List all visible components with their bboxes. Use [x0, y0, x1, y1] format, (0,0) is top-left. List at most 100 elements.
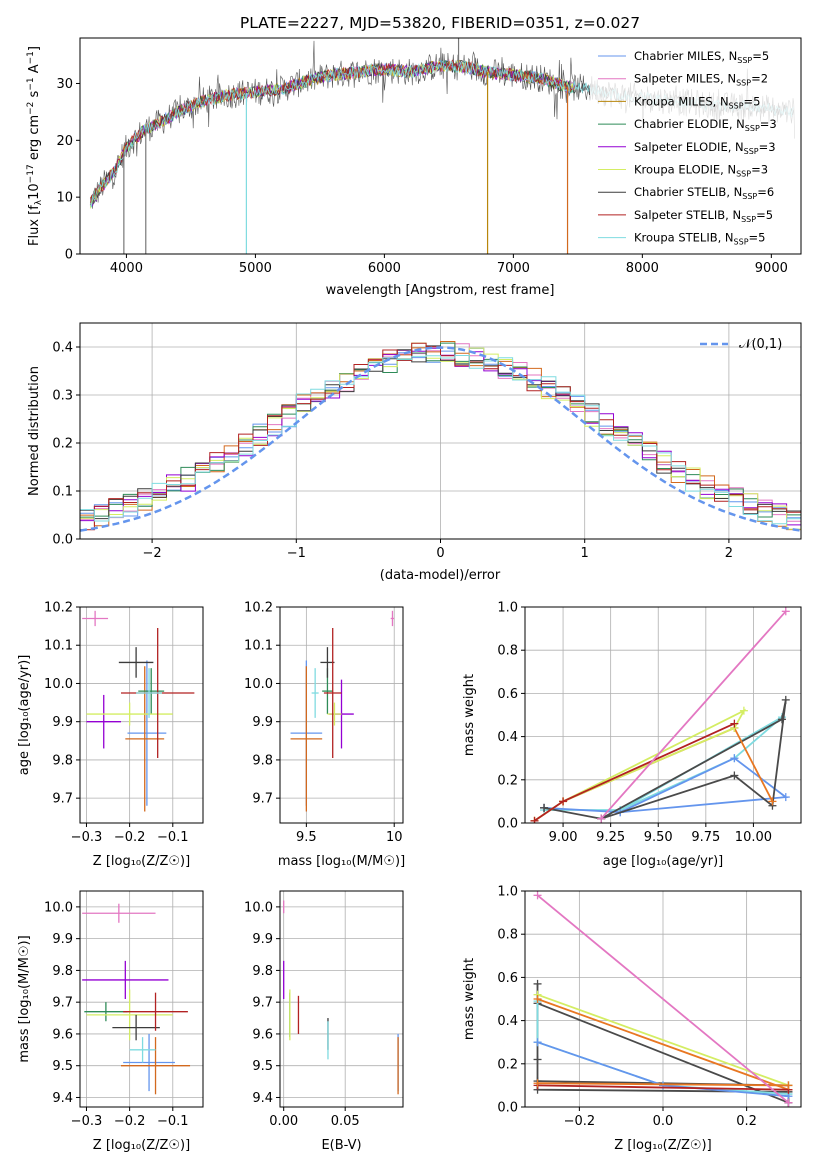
y-tick-label: 9.9	[52, 932, 73, 947]
y-tick-label: 9.9	[252, 932, 273, 947]
legend-label: Kroupa MILES, NSSP=5	[634, 94, 760, 110]
x-tick-label: 4000	[110, 261, 143, 276]
y-tick-label: 0.8	[497, 644, 518, 659]
x-tick-label: 8000	[626, 261, 659, 276]
legend-label: Salpeter STELIB, NSSP=5	[634, 208, 773, 224]
weight-line	[537, 1082, 789, 1087]
y-tick-label: 9.6	[52, 1027, 73, 1042]
x-tick-label: 9.75	[691, 830, 720, 845]
y-tick-label: 9.8	[52, 964, 73, 979]
y-tick-label: 0.4	[497, 1014, 518, 1029]
x-tick-label: −0.2	[564, 1114, 596, 1129]
x-tick-label: 10.00	[735, 830, 772, 845]
weight-line	[537, 993, 789, 1087]
x-tick-label: 10	[386, 830, 403, 845]
weight-line	[600, 610, 787, 820]
x-tick-label: −0.1	[157, 1114, 189, 1129]
y-tick-label: 9.8	[252, 753, 273, 768]
x-axis-label: Z [log₁₀(Z/Z☉)]	[614, 1138, 711, 1153]
y-tick-label: 10.2	[244, 601, 273, 616]
histogram-xlabel: (data-model)/error	[380, 568, 501, 583]
figure-title: PLATE=2227, MJD=53820, FIBERID=0351, z=0…	[240, 14, 640, 32]
age-vs-mass-panel: 9.5 10 9.7 9.8 9.9 10.0 10.1 10.2 mass [log₁₀(M/…	[244, 601, 405, 870]
legend-label: Chabrier STELIB, NSSP=6	[634, 185, 774, 201]
y-tick-label: 0.2	[497, 1057, 518, 1072]
y-tick-label: 0.2	[497, 773, 518, 788]
y-tick-label: 9.7	[252, 996, 273, 1011]
y-tick-label: 9.7	[252, 792, 273, 807]
y-tick-label: 1.0	[497, 885, 518, 900]
y-tick-label: 0.6	[497, 687, 518, 702]
weight-line	[537, 1002, 789, 1104]
y-tick-label: 9.7	[52, 996, 73, 1011]
axes-frame	[79, 606, 204, 824]
y-tick-label: 0.1	[52, 485, 73, 500]
plot-area	[290, 610, 395, 812]
y-tick-label: 0.6	[497, 971, 518, 986]
normal-legend-label: 𝒩(0,1)	[739, 337, 782, 352]
y-tick-label: 10.0	[44, 900, 73, 915]
axes-frame	[79, 890, 204, 1108]
x-tick-label: 1	[581, 546, 589, 561]
legend-label: Salpeter MILES, NSSP=2	[634, 72, 768, 88]
x-tick-label: −0.3	[71, 1114, 103, 1129]
x-tick-label: −1	[287, 546, 306, 561]
x-tick-label: 9.00	[549, 830, 578, 845]
weight-line	[543, 699, 787, 820]
y-tick-label: 9.5	[252, 1059, 273, 1074]
weight-line	[544, 716, 783, 811]
y-tick-label: 10.0	[44, 677, 73, 692]
y-tick-label: 9.6	[252, 1027, 273, 1042]
plot-area	[82, 903, 191, 1095]
y-tick-label: 0.4	[52, 341, 73, 356]
residual-histogram-panel: 𝒩(0,1) −2 −1 0 1 2 0.0 0.1 0.2 0.3 0.4 (data-mode…	[27, 322, 802, 583]
model-line-salpeter-stelib	[89, 59, 575, 205]
x-axis-label: age [log₁₀(age/yr)]	[603, 854, 724, 869]
x-tick-label: 0.05	[331, 1114, 360, 1129]
legend-label: Chabrier MILES, NSSP=5	[634, 49, 769, 65]
y-tick-label: 10	[56, 191, 73, 206]
x-axis-label: Z [log₁₀(Z/Z☉)]	[93, 1138, 190, 1153]
x-tick-label: −2	[143, 546, 162, 561]
y-axis-label: mass weight	[462, 674, 477, 756]
weight-line	[537, 1084, 789, 1091]
y-tick-label: 9.5	[52, 1059, 73, 1074]
axes-frame	[524, 606, 802, 824]
y-tick-label: 10.1	[244, 639, 273, 654]
x-tick-label: −0.1	[157, 830, 189, 845]
histogram-legend: 𝒩(0,1)	[700, 337, 782, 352]
y-tick-label: 20	[56, 134, 73, 149]
y-tick-label: 9.4	[252, 1091, 273, 1106]
x-axis-label: E(B-V)	[321, 1138, 361, 1153]
spectrum-panel: Chabrier MILES, NSSP=5 Salpeter MILES, NS…	[26, 37, 802, 298]
y-axis-label: mass [log₁₀(M/M☉)]	[17, 935, 32, 1062]
x-tick-label: −0.2	[114, 1114, 146, 1129]
y-tick-label: 0.3	[52, 389, 73, 404]
spectrum-ylabel: Flux [fλ10−17 erg cm−2 s−1 A−1]	[26, 46, 44, 246]
x-tick-label: 0.00	[269, 1114, 298, 1129]
y-tick-label: 0.2	[52, 437, 73, 452]
x-tick-label: 9.5	[296, 830, 317, 845]
y-tick-label: 0.0	[52, 533, 73, 548]
y-tick-label: 9.8	[52, 753, 73, 768]
plot-area	[530, 607, 790, 823]
x-tick-label: 9.25	[596, 830, 625, 845]
weight-vs-Z-panel: −0.2 0.0 0.2 0.0 0.2 0.4 0.6 0.8 1.0 Z [log₁₀(Z/Z…	[462, 885, 802, 1153]
x-tick-label: 0	[436, 546, 444, 561]
x-tick-label: 0.0	[653, 1114, 674, 1129]
x-tick-label: −0.2	[114, 830, 146, 845]
legend-label: Kroupa STELIB, NSSP=5	[634, 231, 765, 247]
y-tick-label: 9.7	[52, 792, 73, 807]
x-axis-label: Z [log₁₀(Z/Z☉)]	[93, 854, 190, 869]
spectrum-xlabel: wavelength [Angstrom, rest frame]	[326, 283, 555, 298]
y-axis-label: age [log₁₀(age/yr)]	[17, 655, 32, 776]
y-tick-label: 1.0	[497, 601, 518, 616]
x-tick-label: 5000	[239, 261, 272, 276]
weight-line	[536, 894, 790, 1104]
y-tick-label: 10.0	[244, 900, 273, 915]
mass-vs-ebv-panel: 0.00 0.05 9.4 9.5 9.6 9.7 9.8 9.9 10.0 E(B-V)	[244, 890, 404, 1153]
mass-vs-Z-panel: −0.3 −0.2 −0.1 9.4 9.5 9.6 9.7 9.8 9.9 10.0 Z [log…	[17, 890, 204, 1153]
age-vs-Z-panel: −0.3 −0.2 −0.1 9.7 9.8 9.9 10.0 10.1 10.2 Z [log₁…	[17, 601, 204, 869]
x-tick-label: 0.2	[736, 1114, 757, 1129]
